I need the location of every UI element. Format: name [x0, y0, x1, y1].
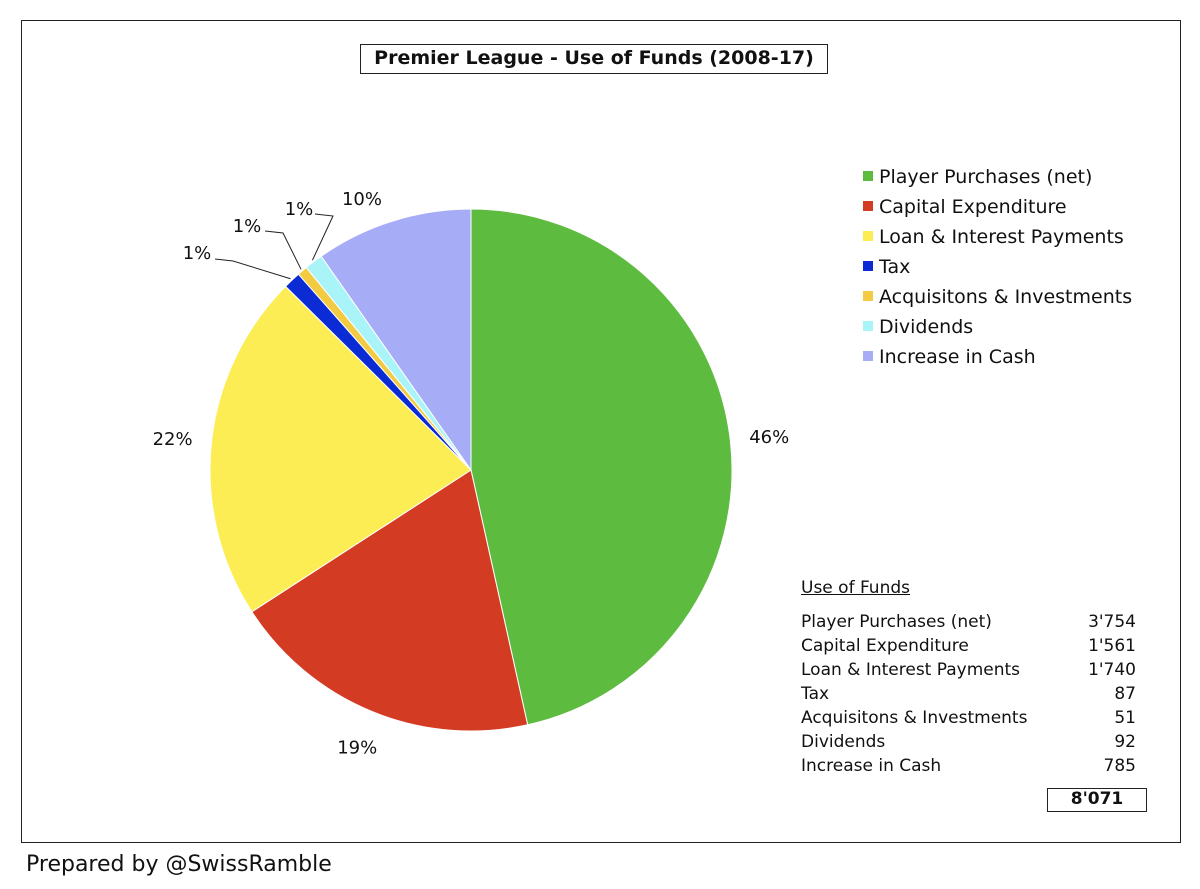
- table-row-label: Increase in Cash: [801, 756, 942, 776]
- footer-credit: Prepared by @SwissRamble: [26, 852, 332, 877]
- legend-label: Tax: [879, 256, 911, 278]
- table-row-label: Player Purchases (net): [801, 612, 992, 632]
- pie-slice-player-purchases-net: [470, 208, 733, 726]
- table-row-value: 1'740: [1088, 660, 1136, 680]
- table-total: 8'071: [1047, 788, 1147, 812]
- table-row-label: Acquisitons & Investments: [801, 708, 1028, 728]
- legend-label: Acquisitons & Investments: [879, 286, 1133, 308]
- slice-label-increase-in-cash: 10%: [342, 189, 382, 210]
- table-row-value: 51: [1114, 708, 1136, 728]
- legend-item-tax: Tax: [863, 253, 1132, 283]
- chart-title: Premier League - Use of Funds (2008-17): [360, 44, 828, 74]
- legend-label: Loan & Interest Payments: [879, 226, 1124, 248]
- legend-label: Dividends: [879, 316, 974, 338]
- table-row-value: 87: [1114, 684, 1136, 704]
- table-row-value: 785: [1103, 756, 1136, 776]
- legend-item-capital-expenditure: Capital Expenditure: [863, 193, 1132, 223]
- slice-label-player-purchases-net: 46%: [749, 427, 789, 448]
- table-row-value: 92: [1114, 732, 1136, 752]
- legend-swatch-icon: [863, 350, 873, 361]
- slice-label-dividends: 1%: [285, 199, 314, 220]
- leader-line-tax: [214, 258, 291, 280]
- legend-swatch-icon: [863, 320, 873, 331]
- table-row: Player Purchases (net) 3'754: [801, 610, 1136, 634]
- legend-swatch-icon: [863, 290, 873, 301]
- table-row-label: Loan & Interest Payments: [801, 660, 1021, 680]
- pie-slice-capital-expenditure: [251, 469, 529, 732]
- slice-label-loan-and-interest-payments: 22%: [153, 429, 193, 450]
- table-row: Dividends 92: [801, 730, 1136, 754]
- legend: Player Purchases (net) Capital Expenditur…: [863, 163, 1132, 373]
- legend-swatch-icon: [863, 170, 873, 181]
- legend-item-dividends: Dividends: [863, 313, 1132, 343]
- legend-label: Player Purchases (net): [879, 166, 1093, 188]
- legend-item-increase-in-cash: Increase in Cash: [863, 343, 1132, 373]
- legend-item-acquisitons-and-investments: Acquisitons & Investments: [863, 283, 1132, 313]
- table-row-label: Tax: [801, 684, 830, 704]
- slice-label-acquisitons-and-investments: 1%: [233, 216, 262, 237]
- legend-label: Capital Expenditure: [879, 196, 1067, 218]
- table-row-value: 3'754: [1088, 612, 1136, 632]
- pie-slice-increase-in-cash: [320, 208, 472, 472]
- slice-label-capital-expenditure: 19%: [337, 738, 377, 759]
- legend-swatch-icon: [863, 200, 873, 211]
- table-row-label: Capital Expenditure: [801, 636, 969, 656]
- legend-item-player-purchases-net: Player Purchases (net): [863, 163, 1132, 193]
- leader-line-dividends: [312, 213, 334, 261]
- table-row-label: Dividends: [801, 732, 886, 752]
- legend-swatch-icon: [863, 260, 873, 271]
- table-row-value: 1'561: [1088, 636, 1136, 656]
- table-row: Capital Expenditure 1'561: [801, 634, 1136, 658]
- legend-swatch-icon: [863, 230, 873, 241]
- legend-label: Increase in Cash: [879, 346, 1036, 368]
- slice-label-tax: 1%: [183, 243, 212, 264]
- table-row: Increase in Cash 785: [801, 754, 1136, 778]
- table-title: Use of Funds: [801, 578, 910, 598]
- legend-item-loan-and-interest-payments: Loan & Interest Payments: [863, 223, 1132, 253]
- use-of-funds-table: Use of Funds Player Purchases (net) 3'754…: [801, 575, 1136, 778]
- table-row: Loan & Interest Payments 1'740: [801, 658, 1136, 682]
- table-row: Tax 87: [801, 682, 1136, 706]
- pie-slice-loan-and-interest-payments: [209, 285, 472, 613]
- leader-line-acquisitons-and-investments: [264, 230, 302, 270]
- table-row: Acquisitons & Investments 51: [801, 706, 1136, 730]
